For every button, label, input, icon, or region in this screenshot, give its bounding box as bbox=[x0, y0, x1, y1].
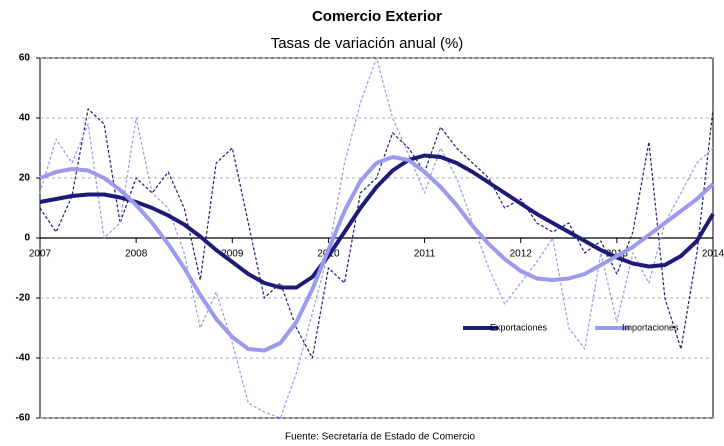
monthly-line bbox=[39, 108, 714, 359]
y-tick-label: 40 bbox=[19, 113, 31, 124]
y-tick-label: -40 bbox=[16, 353, 31, 364]
chart-title: Comercio Exterior bbox=[312, 8, 442, 25]
x-tick-label: 2007 bbox=[29, 249, 52, 260]
x-tick-label: 2011 bbox=[414, 249, 436, 260]
x-tick-label: 2009 bbox=[221, 249, 244, 260]
x-tick-label: 2014 bbox=[702, 249, 724, 260]
x-tick-label: 2012 bbox=[510, 249, 533, 260]
chart-subtitle: Tasas de variación anual (%) bbox=[271, 35, 464, 52]
y-tick-label: 20 bbox=[19, 173, 31, 184]
source: Fuente: Secretaría de Estado de Comercio bbox=[285, 432, 476, 443]
y-tick-label: 0 bbox=[24, 233, 30, 244]
x-tick-label: 2008 bbox=[125, 249, 148, 260]
y-tick-label: -60 bbox=[16, 413, 31, 424]
y-tick-label: -20 bbox=[16, 293, 31, 304]
legend-label: Importaciones bbox=[622, 322, 679, 332]
trend-line bbox=[39, 153, 715, 290]
trend-line bbox=[39, 155, 715, 353]
y-tick-label: 60 bbox=[19, 53, 31, 64]
monthly-line bbox=[39, 57, 714, 419]
legend-label: Exportaciones bbox=[490, 322, 548, 332]
